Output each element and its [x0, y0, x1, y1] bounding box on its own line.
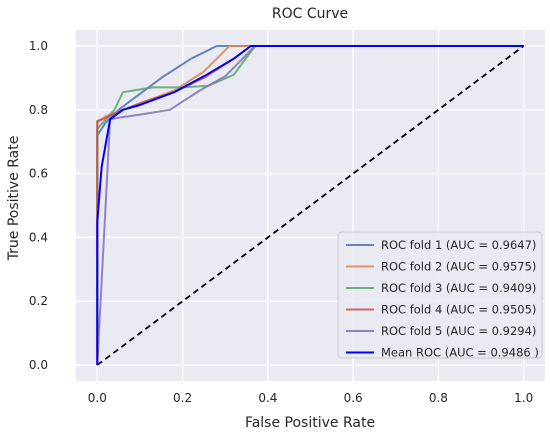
- legend-label: ROC fold 5 (AUC = 0.9294): [381, 324, 536, 338]
- x-tick-label: 0.0: [88, 391, 107, 405]
- y-axis-label: True Positive Rate: [6, 136, 22, 262]
- legend-label: ROC fold 2 (AUC = 0.9575): [381, 260, 536, 274]
- legend-label: ROC fold 4 (AUC = 0.9505): [381, 303, 536, 317]
- y-tick-label: 0.2: [29, 294, 48, 308]
- legend: ROC fold 1 (AUC = 0.9647) ROC fold 2 (AUC…: [337, 231, 543, 360]
- mean-roc-line: [96, 45, 524, 365]
- x-tick-label: 0.4: [258, 391, 277, 405]
- y-tick-label: 0.4: [29, 230, 48, 244]
- y-tick-label: 0.6: [29, 167, 48, 181]
- y-tick-label: 1.0: [29, 39, 48, 53]
- reference-line: [96, 45, 525, 366]
- x-tick-labels: 0.0 0.2 0.4 0.6 0.8 1.0: [88, 391, 533, 405]
- roc-fold-1-line: [96, 45, 524, 365]
- x-tick-label: 0.6: [344, 391, 363, 405]
- roc-fold-5-line: [96, 45, 524, 366]
- grid: [76, 30, 545, 381]
- legend-label: Mean ROC (AUC = 0.9486 ): [381, 346, 539, 360]
- y-tick-labels: 0.0 0.2 0.4 0.6 0.8 1.0: [29, 39, 48, 372]
- y-tick-label: 0.0: [29, 358, 48, 372]
- chart-title: ROC Curve: [272, 6, 348, 22]
- y-tick-label: 0.8: [29, 103, 48, 117]
- x-tick-label: 0.2: [173, 391, 192, 405]
- series-lines: [96, 45, 524, 366]
- x-axis-label: False Positive Rate: [245, 415, 375, 431]
- legend-label: ROC fold 1 (AUC = 0.9647): [381, 238, 536, 252]
- legend-box: [337, 231, 543, 359]
- chance-diagonal-line: [96, 45, 525, 366]
- legend-label: ROC fold 3 (AUC = 0.9409): [381, 281, 536, 295]
- x-tick-label: 1.0: [514, 391, 533, 405]
- roc-fold-3-line: [96, 45, 524, 365]
- x-tick-label: 0.8: [429, 391, 448, 405]
